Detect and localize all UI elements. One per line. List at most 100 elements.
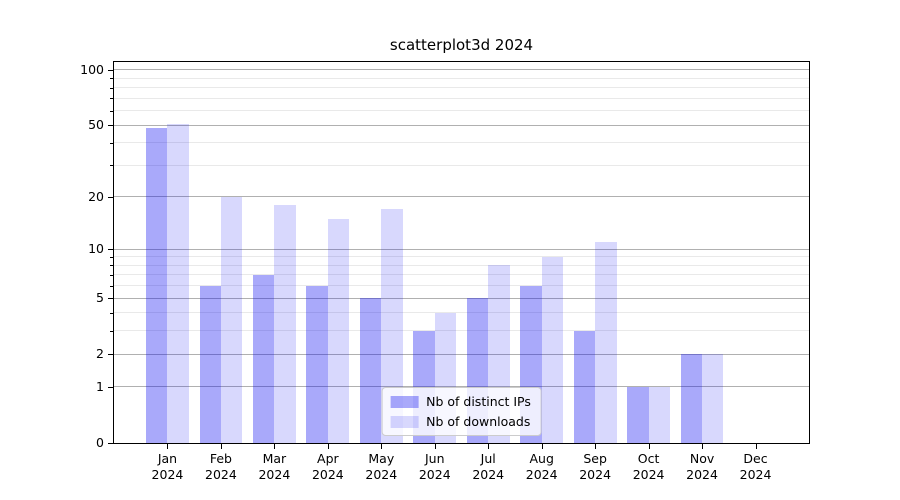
gridline-major-2: [114, 353, 809, 355]
legend-label-downloads: Nb of downloads: [426, 414, 531, 429]
gridline-minor-3: [114, 330, 809, 332]
y-tick-label-5: 5: [96, 290, 104, 306]
bar-distinct-ips-oct: [627, 386, 649, 443]
x-tick-mark-oct: [648, 444, 650, 449]
x-tick-mark-aug: [541, 444, 543, 449]
x-tick-mark-nov: [702, 444, 704, 449]
x-tick-mark-may: [381, 444, 383, 449]
gridline-minor-4: [114, 312, 809, 314]
y-tick-label-100: 100: [80, 61, 104, 77]
x-tick-label-month: Jun: [425, 451, 445, 466]
x-tick-label-jul: Jul 2024: [448, 451, 528, 483]
x-tick-mark-jan: [167, 444, 169, 449]
y-minor-tick-mark-60: [110, 110, 113, 112]
y-minor-tick-mark-4: [110, 312, 113, 314]
x-tick-label-may: May 2024: [341, 451, 421, 483]
x-tick-label-year: 2024: [579, 467, 612, 482]
bar-downloads-feb: [220, 196, 243, 443]
gridline-minor-8: [114, 264, 809, 266]
x-tick-label-mar: Mar 2024: [234, 451, 314, 483]
x-tick-label-month: Sep: [583, 451, 607, 466]
gridline-major-20: [114, 196, 809, 198]
y-minor-tick-mark-6: [110, 285, 113, 287]
gridline-minor-60: [114, 110, 809, 112]
y-tick-label-10: 10: [88, 241, 104, 257]
x-tick-label-year: 2024: [418, 467, 451, 482]
gridline-major-10: [114, 248, 809, 250]
y-tick-label-2: 2: [96, 346, 104, 362]
x-tick-label-year: 2024: [632, 467, 665, 482]
x-tick-label-month: Jul: [480, 451, 496, 466]
x-tick-label-month: Jan: [157, 451, 178, 466]
x-tick-mark-mar: [274, 444, 276, 449]
y-tick-mark-1: [108, 386, 113, 388]
gridline-minor-9: [114, 256, 809, 258]
y-tick-label-20: 20: [88, 188, 104, 204]
x-tick-label-month: Mar: [262, 451, 287, 466]
x-tick-label-oct: Oct 2024: [609, 451, 689, 483]
chart-title: scatterplot3d 2024: [389, 36, 534, 54]
legend: Nb of distinct IPs Nb of downloads: [381, 387, 542, 436]
gridline-minor-6: [114, 285, 809, 287]
legend-item-downloads: Nb of downloads: [390, 414, 531, 429]
x-tick-label-year: 2024: [151, 467, 184, 482]
x-tick-mark-feb: [220, 444, 222, 449]
bar-distinct-ips-apr: [306, 285, 328, 443]
y-minor-tick-mark-80: [110, 87, 113, 89]
bar-downloads-sep: [595, 242, 617, 443]
legend-swatch-distinct-ips-icon: [390, 395, 419, 408]
bar-downloads-jan: [167, 123, 189, 443]
bar-distinct-ips-may: [359, 298, 382, 443]
bar-distinct-ips-feb: [199, 285, 221, 443]
gridline-major-100: [114, 69, 809, 71]
y-tick-mark-0: [108, 443, 113, 444]
x-tick-mark-dec: [755, 444, 757, 449]
bar-distinct-ips-nov: [680, 354, 703, 443]
x-tick-label-month: Oct: [637, 451, 660, 466]
x-tick-label-feb: Feb 2024: [181, 451, 261, 483]
y-tick-label-50: 50: [88, 117, 104, 133]
y-tick-mark-100: [108, 69, 113, 71]
x-tick-mark-apr: [327, 444, 329, 449]
gridlines-layer: [114, 62, 809, 443]
legend-swatch-downloads-icon: [390, 415, 419, 428]
x-tick-mark-sep: [595, 444, 597, 449]
x-tick-mark-jul: [488, 444, 490, 449]
bar-distinct-ips-mar: [253, 274, 275, 443]
x-tick-label-jan: Jan 2024: [127, 451, 207, 483]
y-minor-tick-mark-3: [110, 330, 113, 332]
x-tick-label-aug: Aug 2024: [502, 451, 582, 483]
gridline-minor-70: [114, 97, 809, 99]
y-tick-mark-20: [108, 196, 113, 198]
x-tick-label-month: Aug: [529, 451, 554, 466]
bar-downloads-may: [381, 209, 403, 443]
x-tick-label-year: 2024: [258, 467, 291, 482]
x-tick-label-month: Dec: [743, 451, 768, 466]
x-tick-label-sep: Sep 2024: [555, 451, 635, 483]
plot-area: Nb of distinct IPs Nb of downloads: [113, 61, 810, 444]
y-minor-tick-mark-7: [110, 274, 113, 276]
x-tick-label-year: 2024: [205, 467, 237, 482]
y-minor-tick-mark-70: [110, 98, 113, 100]
gridline-minor-40: [114, 142, 809, 144]
gridline-major-50: [114, 124, 809, 126]
y-minor-tick-mark-40: [110, 142, 113, 144]
bar-distinct-ips-sep: [573, 330, 596, 443]
x-tick-label-year: 2024: [311, 467, 344, 482]
x-tick-label-apr: Apr 2024: [288, 451, 368, 483]
x-tick-label-dec: Dec 2024: [716, 451, 796, 483]
x-tick-label-year: 2024: [686, 467, 718, 482]
gridline-minor-80: [114, 87, 809, 89]
x-tick-label-year: 2024: [472, 467, 505, 482]
y-tick-mark-5: [108, 298, 113, 300]
legend-label-distinct-ips: Nb of distinct IPs: [426, 394, 531, 409]
y-tick-label-0: 0: [96, 435, 104, 450]
x-tick-label-month: Nov: [689, 451, 715, 466]
y-tick-mark-10: [108, 249, 113, 251]
bar-downloads-apr: [327, 218, 350, 443]
x-tick-label-month: Apr: [317, 451, 339, 466]
x-tick-mark-jun: [434, 444, 436, 449]
y-tick-label-1: 1: [96, 378, 104, 394]
